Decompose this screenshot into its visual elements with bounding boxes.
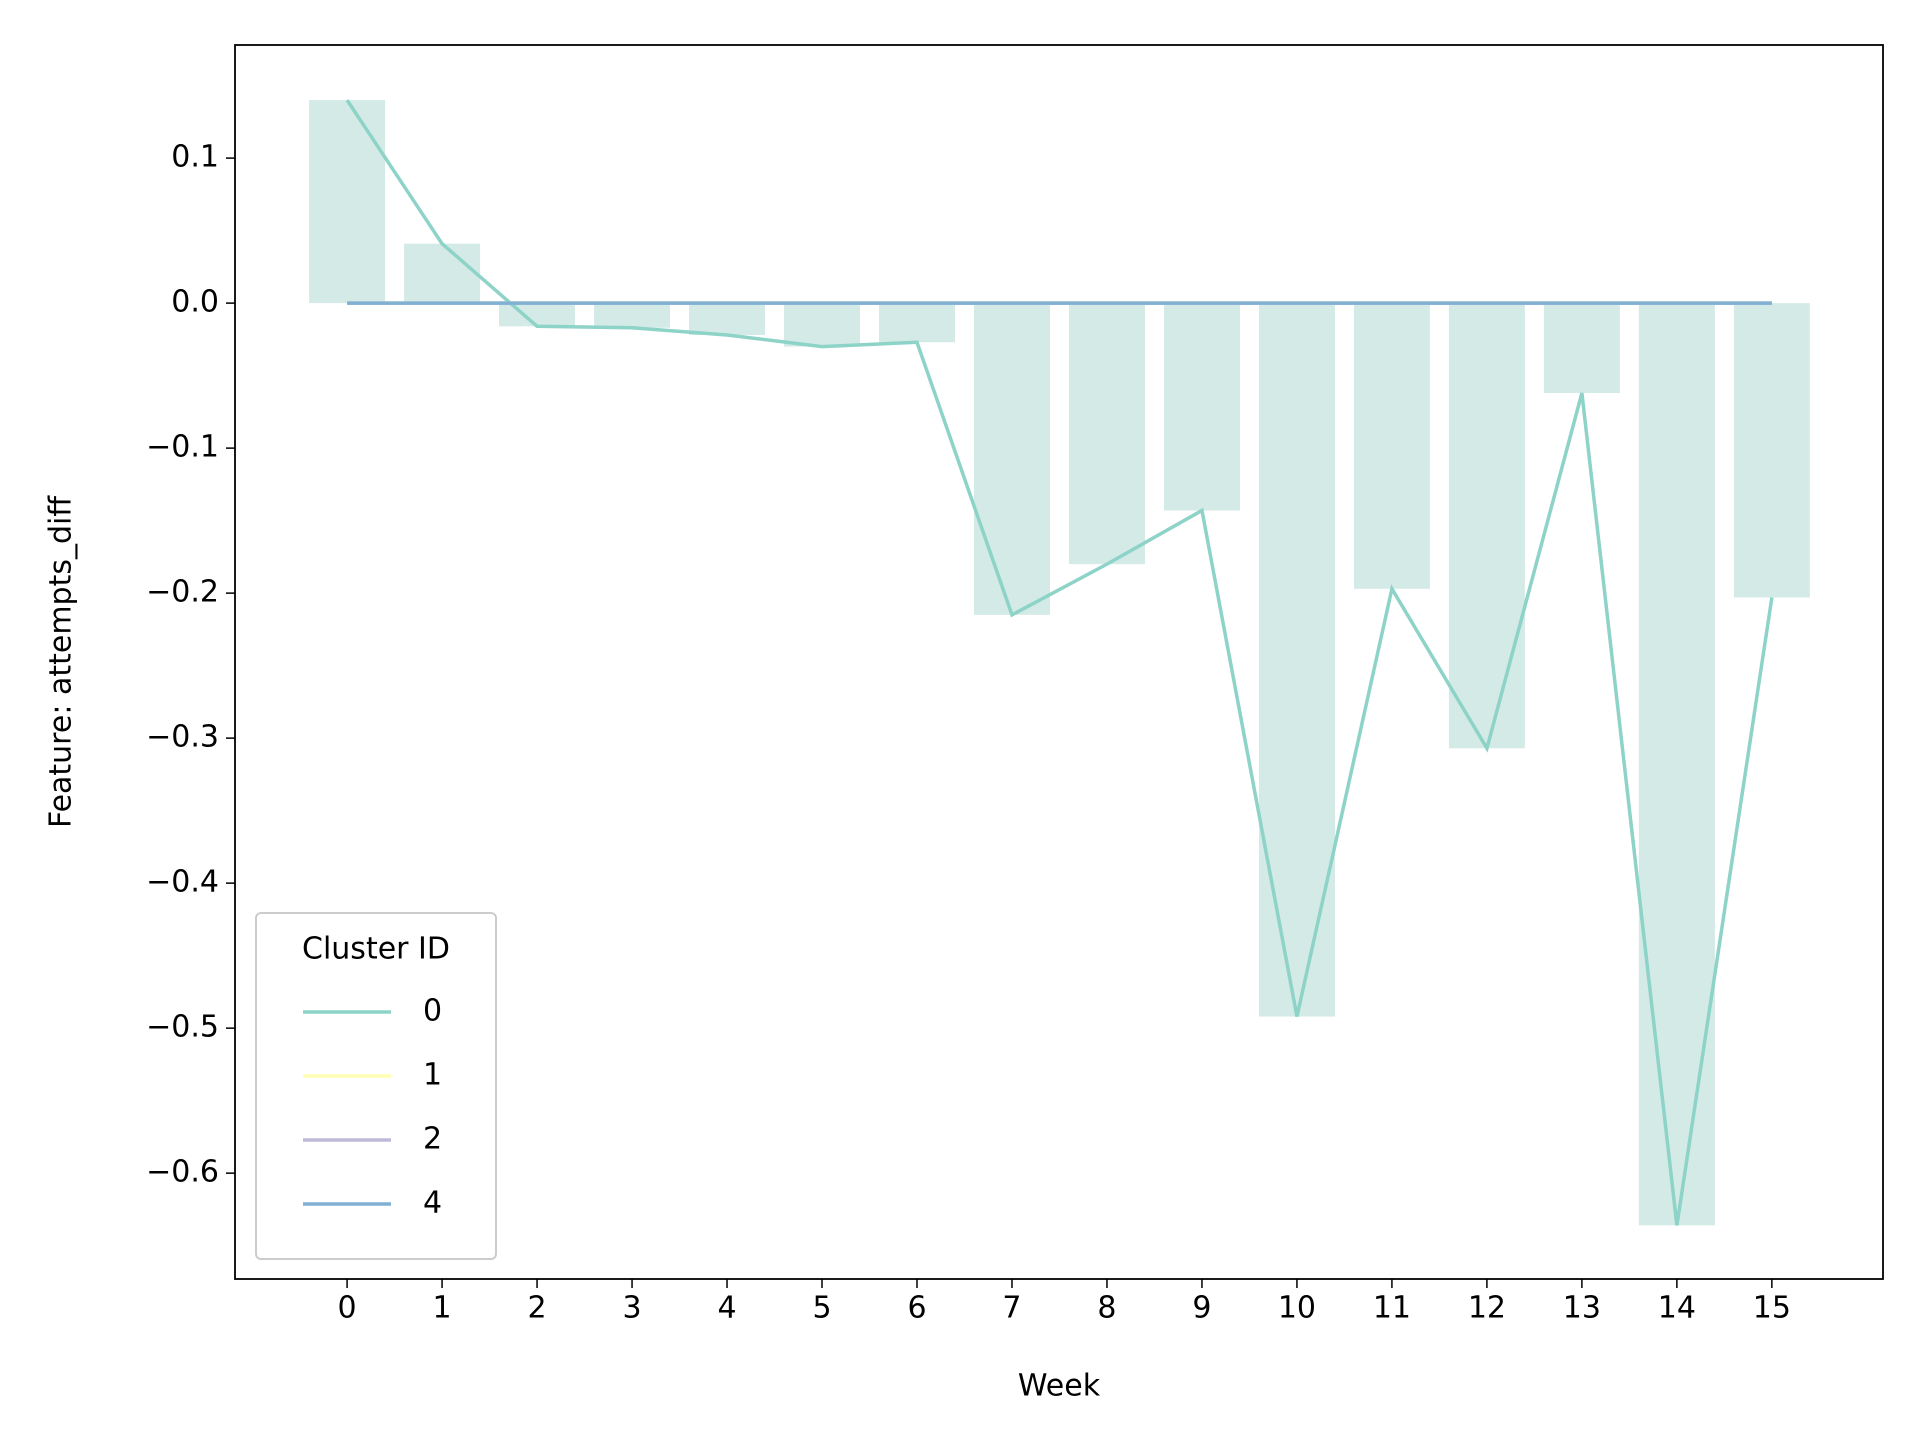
y-tick-label: −0.4	[146, 865, 219, 900]
x-tick-label: 10	[1278, 1291, 1316, 1326]
x-tick-label: 0	[338, 1291, 357, 1326]
bar	[499, 303, 576, 327]
bar	[594, 303, 671, 328]
y-axis-label: Feature: attempts_diff	[44, 495, 79, 828]
bar	[1638, 303, 1715, 1226]
x-tick-label: 14	[1658, 1291, 1696, 1326]
bar	[404, 243, 481, 304]
legend-label: 0	[423, 994, 442, 1029]
y-tick-label: −0.1	[146, 430, 219, 465]
x-tick-label: 9	[1192, 1291, 1211, 1326]
bar	[309, 100, 386, 304]
y-tick-label: 0.1	[171, 140, 219, 175]
axes-frame	[234, 44, 1884, 1280]
bar	[973, 303, 1050, 615]
y-tick-label: −0.2	[146, 575, 219, 610]
bar	[1733, 303, 1810, 598]
legend-title: Cluster ID	[302, 932, 450, 967]
legend-label: 4	[423, 1186, 442, 1221]
bar	[1258, 303, 1335, 1017]
bar	[689, 303, 766, 336]
bar	[1163, 303, 1240, 511]
legend-label: 2	[423, 1122, 442, 1157]
x-axis-label: Week	[1018, 1369, 1101, 1404]
x-tick-label: 4	[717, 1291, 736, 1326]
x-tick-label: 13	[1563, 1291, 1601, 1326]
x-tick-label: 11	[1373, 1291, 1411, 1326]
bar	[879, 303, 955, 343]
bar	[1353, 303, 1430, 589]
x-tick-label: 6	[907, 1291, 926, 1326]
y-tick-label: −0.3	[146, 720, 219, 755]
plot-area: 0 1 2 3 4 5 6 7 8 9 10 11 12 13 14 150.10.0−0.1−0.2−0.3…	[146, 44, 1884, 1326]
x-tick-label: 12	[1468, 1291, 1506, 1326]
y-tick-label: 0.0	[171, 285, 219, 320]
x-tick-label: 8	[1097, 1291, 1116, 1326]
x-tick-label: 5	[812, 1291, 831, 1326]
bar	[784, 303, 861, 347]
y-tick-label: −0.5	[146, 1010, 219, 1045]
x-tick-label: 15	[1753, 1291, 1791, 1326]
bar	[1068, 303, 1145, 565]
series-line	[345, 99, 1774, 1226]
bar	[1448, 303, 1525, 749]
x-tick-label: 3	[622, 1291, 641, 1326]
y-tick-label: −0.6	[146, 1155, 219, 1190]
x-tick-label: 2	[528, 1291, 547, 1326]
legend-label: 1	[423, 1058, 442, 1093]
bar	[1543, 303, 1620, 394]
x-tick-label: 7	[1002, 1291, 1021, 1326]
legend: Cluster ID 0 1 2 4	[255, 912, 497, 1260]
legend-box	[255, 912, 497, 1260]
x-tick-label: 1	[433, 1291, 452, 1326]
